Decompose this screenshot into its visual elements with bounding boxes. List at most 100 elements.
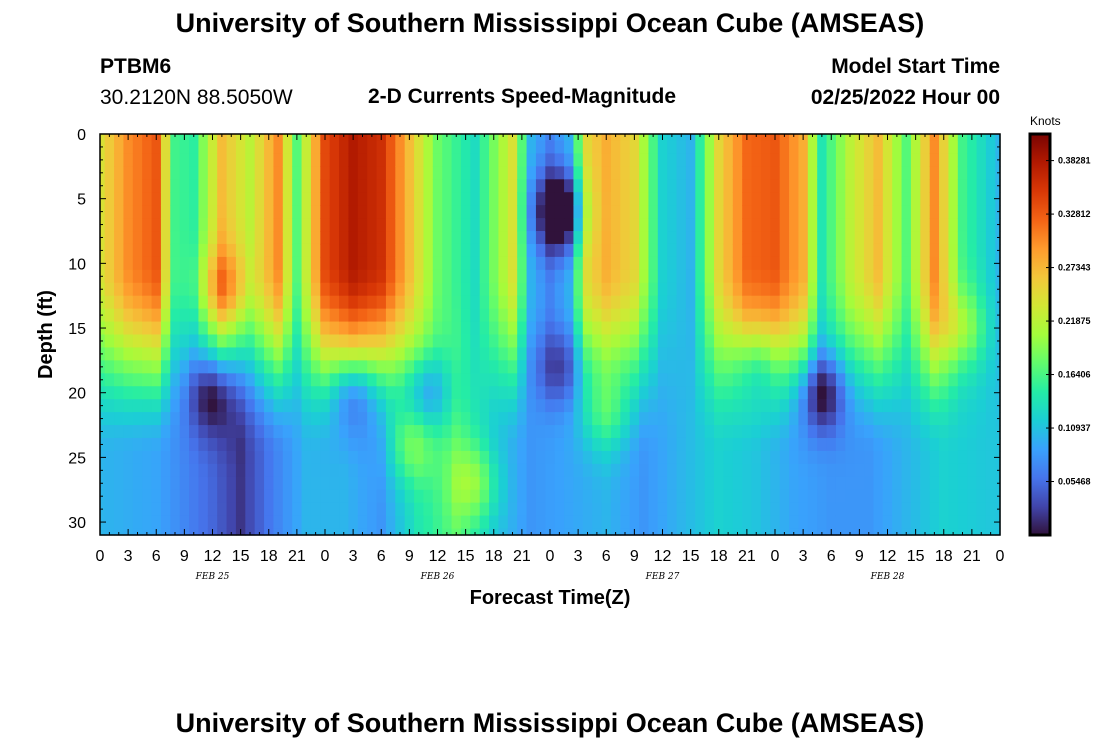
heatmap-cell: [404, 489, 415, 504]
heatmap-cell: [301, 308, 312, 323]
heatmap-cell: [601, 166, 612, 180]
heatmap-cell: [620, 412, 631, 426]
heatmap-cell: [254, 515, 265, 530]
heatmap-cell: [817, 231, 828, 245]
heatmap-cell: [892, 489, 903, 504]
heatmap-cell: [620, 334, 631, 349]
heatmap-cell: [564, 140, 575, 155]
heatmap-cell: [976, 437, 987, 452]
heatmap-cell: [704, 437, 715, 452]
heatmap-cell: [967, 463, 978, 478]
heatmap-cell: [207, 489, 218, 504]
heatmap-cell: [601, 463, 612, 478]
date-label: FEB 25: [195, 572, 230, 582]
heatmap-cell: [770, 269, 781, 284]
heatmap-cell: [282, 192, 293, 206]
heatmap-cell: [592, 386, 603, 400]
heatmap-cell: [976, 386, 987, 400]
heatmap-cell: [123, 205, 134, 219]
heatmap-cell: [404, 308, 415, 323]
heatmap-cell: [882, 463, 893, 478]
heatmap-cell: [245, 360, 256, 374]
heatmap-cell: [704, 256, 715, 271]
heatmap-cell: [160, 476, 171, 491]
heatmap-cell: [414, 412, 425, 426]
heatmap-cell: [132, 425, 143, 439]
heatmap-cell: [835, 412, 846, 426]
heatmap-cell: [573, 153, 584, 167]
heatmap-cell: [395, 437, 406, 452]
heatmap-cell: [235, 282, 246, 297]
heatmap-cell: [545, 153, 556, 167]
heatmap-cell: [798, 153, 809, 167]
heatmap-cell: [545, 231, 556, 245]
heatmap-cell: [498, 399, 509, 413]
heatmap-cell: [479, 179, 490, 193]
heatmap-cell: [404, 256, 415, 271]
heatmap-cell: [198, 476, 209, 491]
heatmap-cell: [798, 425, 809, 439]
heatmap-cell: [376, 282, 387, 297]
heatmap-cell: [676, 360, 687, 374]
heatmap-cell: [170, 489, 181, 504]
heatmap-cell: [104, 153, 115, 167]
heatmap-cell: [517, 334, 528, 349]
heatmap-cell: [132, 386, 143, 400]
heatmap-cell: [301, 243, 312, 258]
heatmap-cell: [404, 321, 415, 336]
heatmap-cell: [892, 282, 903, 297]
heatmap-cell: [798, 140, 809, 155]
heatmap-cell: [367, 205, 378, 219]
heatmap-cell: [676, 231, 687, 245]
heatmap-cell: [367, 140, 378, 155]
heatmap-cell: [423, 140, 434, 155]
heatmap-cell: [695, 476, 706, 491]
heatmap-cell: [629, 476, 640, 491]
heatmap-cell: [470, 205, 481, 219]
heatmap-cell: [254, 243, 265, 258]
heatmap-cell: [104, 515, 115, 530]
heatmap-cell: [639, 334, 650, 349]
heatmap-cell: [217, 256, 228, 271]
heatmap-cell: [985, 399, 996, 413]
heatmap-cell: [864, 140, 875, 155]
heatmap-cell: [526, 153, 537, 167]
heatmap-cell: [910, 140, 921, 155]
x-tick-label: 9: [180, 548, 189, 565]
heatmap-cell: [339, 360, 350, 374]
heatmap-cell: [207, 386, 218, 400]
heatmap-cell: [142, 205, 153, 219]
heatmap-cell: [235, 269, 246, 284]
x-tick-label: 21: [513, 548, 531, 565]
heatmap-cell: [582, 386, 593, 400]
heatmap-cell: [770, 399, 781, 413]
heatmap-cell: [376, 218, 387, 232]
heatmap-cell: [807, 140, 818, 155]
heatmap-cell: [901, 386, 912, 400]
heatmap-cell: [826, 140, 837, 155]
heatmap-cell: [864, 515, 875, 530]
heatmap-cell: [207, 218, 218, 232]
heatmap-cell: [123, 192, 134, 206]
heatmap-cell: [742, 140, 753, 155]
heatmap-cell: [676, 515, 687, 530]
heatmap-cell: [292, 463, 303, 478]
heatmap-cell: [217, 295, 228, 310]
heatmap-cell: [123, 347, 134, 361]
heatmap-cell: [845, 153, 856, 167]
heatmap-cell: [704, 321, 715, 336]
heatmap-cell: [564, 412, 575, 426]
heatmap-cell: [629, 256, 640, 271]
heatmap-cell: [104, 308, 115, 323]
heatmap-cell: [798, 502, 809, 517]
heatmap-cell: [667, 205, 678, 219]
heatmap-cell: [114, 373, 125, 387]
heatmap-cell: [742, 192, 753, 206]
heatmap-cell: [517, 437, 528, 452]
heatmap-cell: [517, 399, 528, 413]
footer-title: University of Southern Mississippi Ocean…: [175, 708, 925, 738]
heatmap-cell: [817, 256, 828, 271]
heatmap-cell: [657, 489, 668, 504]
heatmap-cell: [751, 308, 762, 323]
